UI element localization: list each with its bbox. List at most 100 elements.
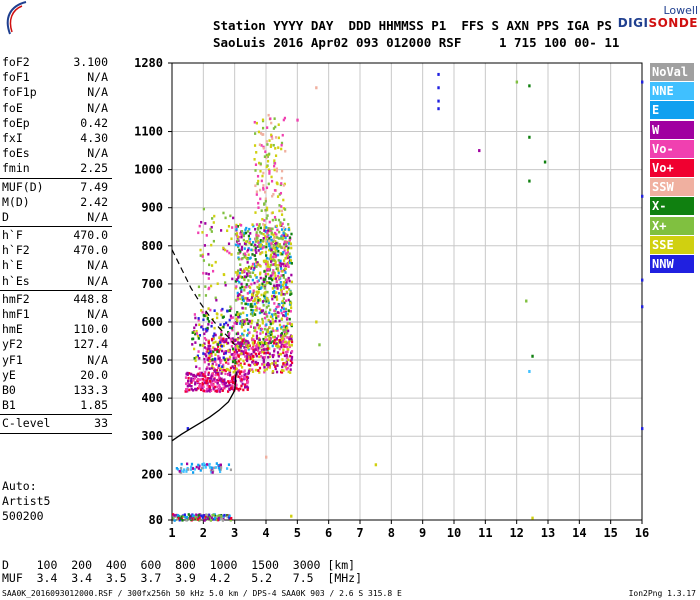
echo-point [206, 358, 209, 362]
echo-point [240, 290, 243, 294]
echo-point [233, 369, 237, 372]
echo-point [281, 365, 284, 369]
param-value: 7.49 [80, 179, 108, 194]
echo-point [264, 259, 267, 263]
echo-point [203, 357, 206, 361]
echo-point [245, 318, 249, 321]
echo-point [209, 381, 212, 385]
echo-point [224, 248, 227, 252]
echo-point [265, 351, 268, 355]
echo-point [236, 344, 239, 348]
param-row: h`Es N/A [0, 274, 112, 289]
echo-point [278, 284, 281, 287]
echo-point [279, 237, 283, 240]
echo-point [204, 375, 207, 378]
echo-point [270, 313, 274, 316]
param-separator [0, 177, 112, 179]
echo-point [226, 323, 230, 327]
echo-point [258, 161, 261, 165]
echo-point [227, 330, 230, 334]
echo-point [275, 342, 278, 346]
echo-point [278, 303, 281, 307]
echo-point [241, 366, 244, 369]
echo-point [254, 211, 257, 214]
echo-point [288, 343, 291, 347]
echo-point [238, 293, 241, 296]
echo-point [214, 296, 217, 300]
echo-point [267, 299, 270, 303]
echo-point [251, 370, 255, 373]
echo-point [273, 189, 277, 192]
echo-point [273, 313, 276, 316]
echo-point [268, 239, 271, 243]
echo-point [266, 351, 270, 355]
echo-point [173, 514, 176, 517]
echo-point [257, 352, 260, 356]
echo-point [235, 233, 239, 237]
echo-point [279, 288, 283, 292]
echo-point [234, 243, 237, 247]
echo-point [273, 168, 276, 172]
echo-point [182, 515, 185, 518]
echo-point [243, 288, 246, 292]
echo-point [197, 231, 200, 235]
echo-point [260, 309, 263, 313]
echo-point [222, 246, 225, 250]
echo-point [280, 182, 283, 185]
param-label: h`F2 [2, 243, 30, 258]
echo-point [197, 337, 200, 340]
echo-point [268, 337, 271, 341]
echo-point [241, 339, 244, 343]
echo-point [269, 227, 272, 230]
echo-point [276, 247, 279, 250]
echo-point [193, 326, 196, 330]
echo-point [288, 322, 291, 325]
echo-point [261, 350, 264, 354]
echo-point [279, 352, 282, 356]
echo-point [195, 329, 198, 333]
echo-point [270, 330, 273, 334]
echo-point [203, 380, 206, 383]
echo-point [262, 280, 265, 284]
echo-point [267, 242, 271, 245]
echo-point [230, 353, 233, 356]
echo-point [256, 240, 260, 243]
echo-point [211, 373, 214, 376]
echo-point [277, 315, 280, 318]
echo-point [285, 350, 288, 354]
echo-point [274, 154, 278, 158]
echo-point [273, 284, 276, 288]
echo-point [247, 372, 250, 375]
echo-point [226, 467, 229, 470]
echo-point [220, 359, 223, 362]
y-tick-label: 700 [141, 277, 163, 291]
echo-point [261, 320, 264, 323]
echo-point [276, 329, 279, 332]
echo-point [255, 223, 259, 226]
echo-point [205, 387, 209, 391]
echo-point [258, 371, 261, 374]
echo-point [437, 99, 440, 103]
echo-point [246, 375, 249, 379]
echo-point [240, 245, 244, 249]
echo-point [289, 242, 293, 246]
param-label: hmE [2, 322, 23, 337]
echo-point [215, 462, 218, 465]
echo-point [283, 301, 286, 305]
echo-point [277, 354, 280, 358]
x-tick-label: 10 [447, 526, 461, 540]
echo-point [245, 378, 249, 382]
echo-point [263, 229, 266, 232]
echo-point [263, 316, 267, 320]
echo-point [249, 298, 253, 302]
echo-point [263, 366, 266, 369]
echo-point [237, 387, 240, 391]
echo-point [242, 375, 246, 379]
echo-point [258, 283, 261, 287]
echo-point [270, 179, 274, 183]
echo-point [281, 306, 284, 309]
echo-point [216, 282, 219, 286]
echo-point [221, 316, 224, 319]
echo-point [220, 372, 223, 375]
echo-point [260, 345, 263, 348]
